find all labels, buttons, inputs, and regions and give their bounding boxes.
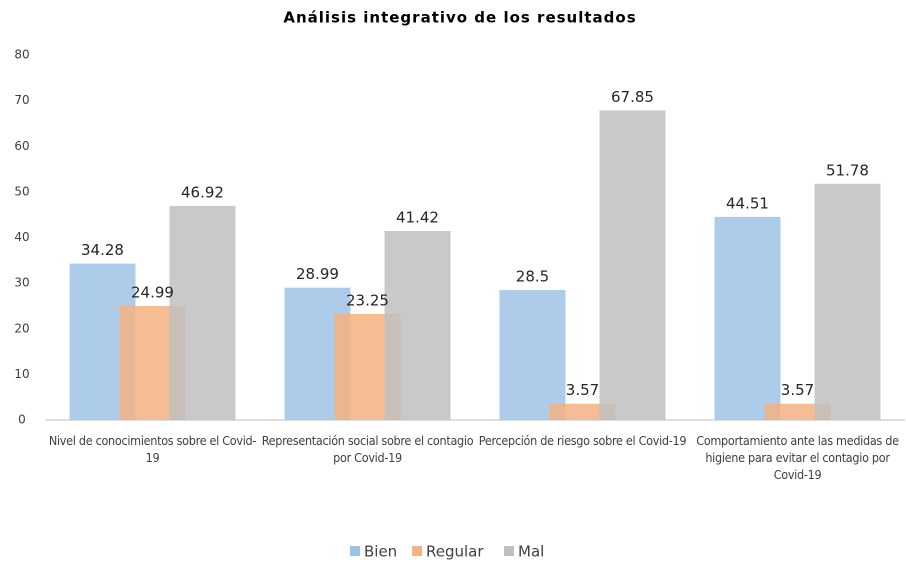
y-tick-label: 60 — [14, 139, 29, 153]
y-tick-label: 30 — [14, 276, 29, 290]
y-tick-label: 70 — [14, 93, 29, 107]
legend-label: Regular — [426, 543, 484, 561]
legend-swatch — [504, 546, 514, 556]
x-tick-label: Percepción de riesgo sobre el Covid-19 — [478, 433, 687, 448]
bar — [599, 110, 666, 420]
data-label: 28.5 — [516, 267, 549, 285]
bar — [714, 216, 781, 420]
y-tick-label: 50 — [14, 184, 29, 198]
data-label: 3.57 — [566, 381, 599, 399]
bar — [549, 403, 616, 420]
data-label: 23.25 — [346, 291, 389, 309]
legend-swatch — [350, 546, 360, 556]
x-tick-label: Representación social sobre el contagio … — [261, 433, 474, 465]
y-tick-label: 20 — [14, 321, 29, 335]
y-tick-label: 10 — [14, 367, 29, 381]
data-label: 28.99 — [296, 265, 339, 283]
bar — [764, 403, 831, 420]
legend-label: Bien — [364, 543, 397, 561]
data-label: 34.28 — [81, 241, 124, 259]
data-label: 41.42 — [396, 209, 439, 227]
y-tick-label: 80 — [14, 48, 29, 62]
bar — [814, 183, 881, 420]
y-tick-label: 0 — [18, 413, 26, 427]
data-label: 46.92 — [181, 183, 224, 201]
x-tick-label: Comportamiento ante las medidas de higie… — [696, 433, 899, 482]
data-label: 24.99 — [131, 283, 174, 301]
legend-label: Mal — [518, 543, 544, 561]
data-label: 51.78 — [826, 161, 869, 179]
chart-title: Análisis integrativo de los resultados — [283, 9, 636, 27]
data-label: 44.51 — [726, 194, 769, 212]
data-label: 3.57 — [781, 381, 814, 399]
bar — [169, 205, 236, 420]
data-label: 67.85 — [611, 88, 654, 106]
bar — [384, 231, 451, 420]
bar — [499, 289, 566, 420]
x-tick-label: Nivel de conocimientos sobre el Covid-19 — [48, 433, 257, 465]
y-tick-label: 40 — [14, 230, 29, 244]
legend-swatch — [412, 546, 422, 556]
